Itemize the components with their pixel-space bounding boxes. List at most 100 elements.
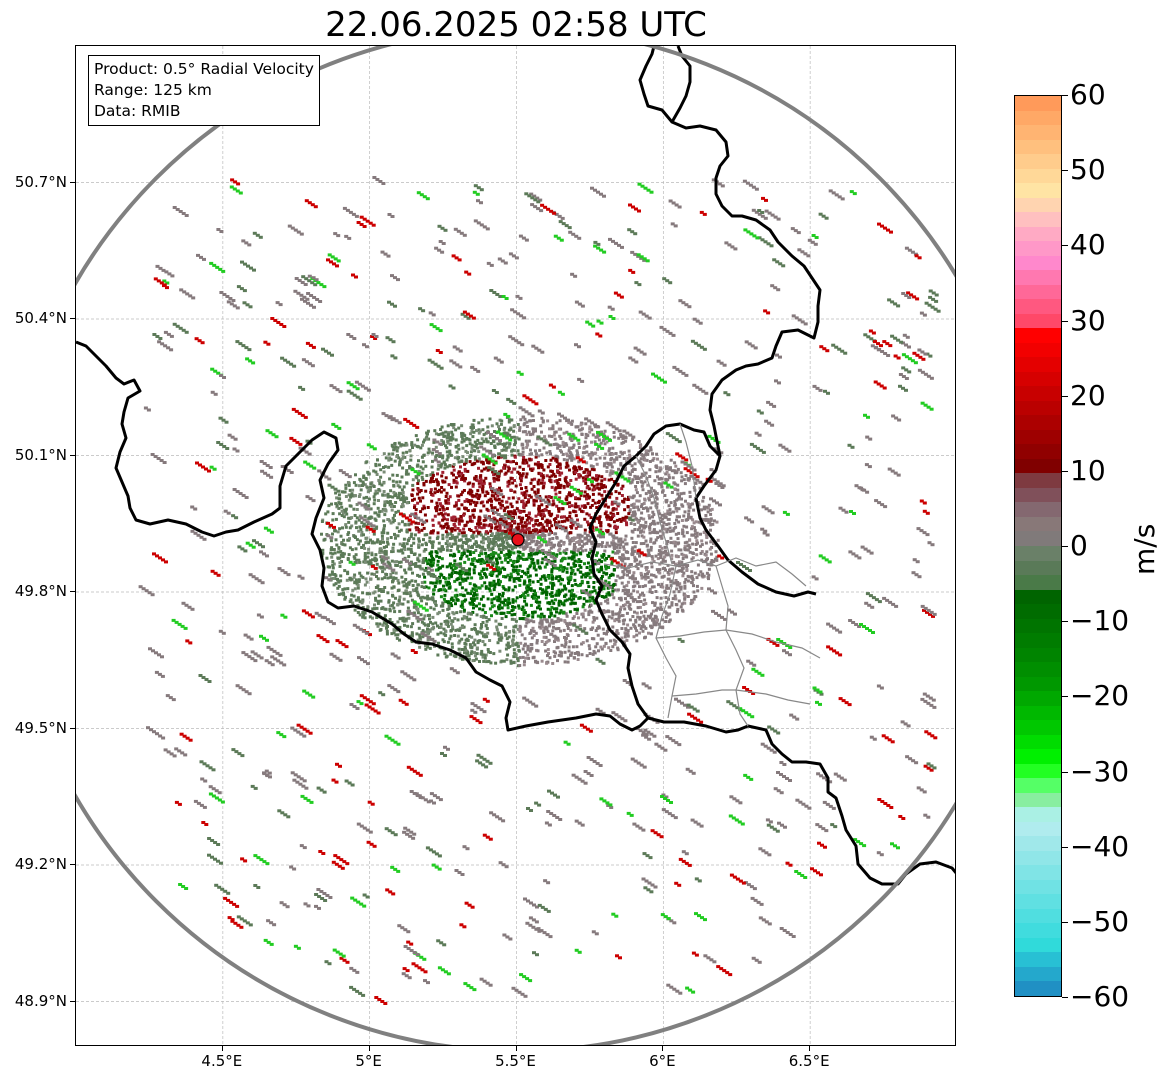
colorbar-tick-label: 40 — [1070, 228, 1106, 262]
colorbar-tick — [1062, 696, 1068, 698]
colorbar-tick-label: −30 — [1070, 754, 1130, 788]
colorbar-swatch — [1015, 96, 1061, 111]
lat-tick — [70, 591, 75, 592]
colorbar-swatch — [1015, 502, 1061, 517]
product-line: Product: 0.5° Radial Velocity — [94, 60, 314, 78]
lon-tick — [221, 1046, 223, 1051]
colorbar-swatch — [1015, 850, 1061, 866]
lat-tick — [70, 318, 75, 319]
product-info-box: Product: 0.5° Radial Velocity Range: 125… — [88, 55, 320, 126]
colorbar-swatch — [1015, 560, 1061, 576]
colorbar-tick — [1062, 395, 1068, 397]
colorbar-tick-label: 0 — [1070, 529, 1088, 562]
colorbar-swatch — [1015, 937, 1061, 953]
colorbar-swatch — [1015, 444, 1061, 459]
colorbar-swatch — [1015, 662, 1061, 677]
colorbar-swatch — [1015, 792, 1061, 808]
colorbar-swatch — [1015, 458, 1061, 474]
colorbar-tick — [1062, 771, 1068, 773]
colorbar-swatch — [1015, 749, 1061, 764]
colorbar-swatch — [1015, 705, 1061, 721]
lon-tick — [368, 1046, 370, 1051]
lat-tick — [70, 727, 75, 729]
colorbar-tick-label: −50 — [1070, 904, 1130, 938]
lat-tick — [70, 181, 75, 183]
colorbar-swatch — [1015, 168, 1061, 184]
lon-tick — [662, 1046, 664, 1051]
colorbar-swatch — [1015, 139, 1061, 155]
border-germany-east — [694, 455, 817, 598]
colorbar-swatch — [1015, 328, 1061, 343]
colorbar-swatch — [1015, 255, 1061, 271]
colorbar-tick — [1062, 621, 1068, 623]
lon-tick — [515, 1046, 517, 1051]
colorbar-swatch — [1015, 183, 1061, 198]
colorbar-swatch — [1015, 125, 1061, 140]
colorbar-tick — [1062, 245, 1068, 247]
data-source-line: Data: RMIB — [94, 102, 181, 120]
admin-line-7 — [679, 423, 697, 499]
colorbar-swatch — [1015, 691, 1061, 706]
lat-tick — [70, 454, 75, 456]
colorbar-swatch — [1015, 487, 1061, 503]
border-belgium-luxembourg-west — [76, 340, 650, 732]
colorbar-tick — [1062, 997, 1068, 998]
lat-label: 50.1°N — [14, 445, 67, 464]
colorbar-tick — [1062, 546, 1068, 547]
colorbar-swatch — [1015, 241, 1061, 256]
colorbar-swatch — [1015, 400, 1061, 416]
colorbar-swatch — [1015, 342, 1061, 358]
velocity-colorbar — [1014, 95, 1062, 997]
lat-label: 49.5°N — [14, 718, 67, 737]
colorbar-tick — [1062, 921, 1068, 923]
colorbar-tick-label: −20 — [1070, 679, 1130, 713]
colorbar-tick-label: 30 — [1070, 303, 1106, 337]
colorbar-tick-label: −40 — [1070, 829, 1130, 863]
admin-line-5 — [655, 629, 821, 659]
lon-tick — [809, 1046, 811, 1051]
radar-map[interactable] — [75, 45, 956, 1046]
lon-label: 5°E — [355, 1052, 382, 1070]
colorbar-tick — [1062, 95, 1068, 96]
colorbar-swatch — [1015, 952, 1061, 967]
border-france-luxembourg-south — [588, 46, 822, 719]
admin-line-4 — [715, 565, 749, 727]
colorbar-swatch — [1015, 879, 1061, 895]
lat-tick — [70, 1000, 75, 1002]
radar-map-canvas — [76, 46, 955, 1045]
colorbar-tick — [1062, 470, 1068, 472]
colorbar-swatch — [1015, 807, 1061, 822]
colorbar-swatch — [1015, 313, 1061, 329]
colorbar-swatch — [1015, 763, 1061, 779]
lat-label: 50.7°N — [14, 172, 67, 191]
admin-line-2 — [635, 455, 673, 565]
radar-echoes — [138, 176, 941, 1005]
colorbar-swatch — [1015, 270, 1061, 285]
colorbar-swatch — [1015, 386, 1061, 401]
colorbar-swatch — [1015, 894, 1061, 909]
colorbar-swatch — [1015, 226, 1061, 242]
colorbar-swatch — [1015, 473, 1061, 488]
lat-label: 48.9°N — [14, 991, 67, 1010]
colorbar-swatch — [1015, 284, 1061, 300]
colorbar-swatch — [1015, 357, 1061, 372]
colorbar-swatch — [1015, 821, 1061, 837]
colorbar-swatch — [1015, 676, 1061, 692]
colorbar-swatch — [1015, 908, 1061, 924]
colorbar-swatch — [1015, 154, 1061, 169]
map-title: 22.06.2025 02:58 UTC — [325, 5, 707, 45]
lat-label: 49.8°N — [14, 582, 67, 600]
colorbar-swatch — [1015, 647, 1061, 663]
colorbar-swatch — [1015, 212, 1061, 227]
lon-label: 6.5°E — [788, 1052, 830, 1070]
lat-tick — [70, 864, 75, 865]
colorbar-swatch — [1015, 836, 1061, 851]
colorbar-swatch — [1015, 633, 1061, 648]
colorbar-tick-label: 20 — [1070, 378, 1106, 412]
colorbar-swatch — [1015, 966, 1061, 982]
lon-label: 4.5°E — [201, 1052, 243, 1070]
colorbar-tick-label: −60 — [1070, 980, 1130, 1013]
colorbar-swatch — [1015, 415, 1061, 430]
colorbar-tick-label: 50 — [1070, 153, 1106, 187]
colorbar-swatch — [1015, 618, 1061, 634]
